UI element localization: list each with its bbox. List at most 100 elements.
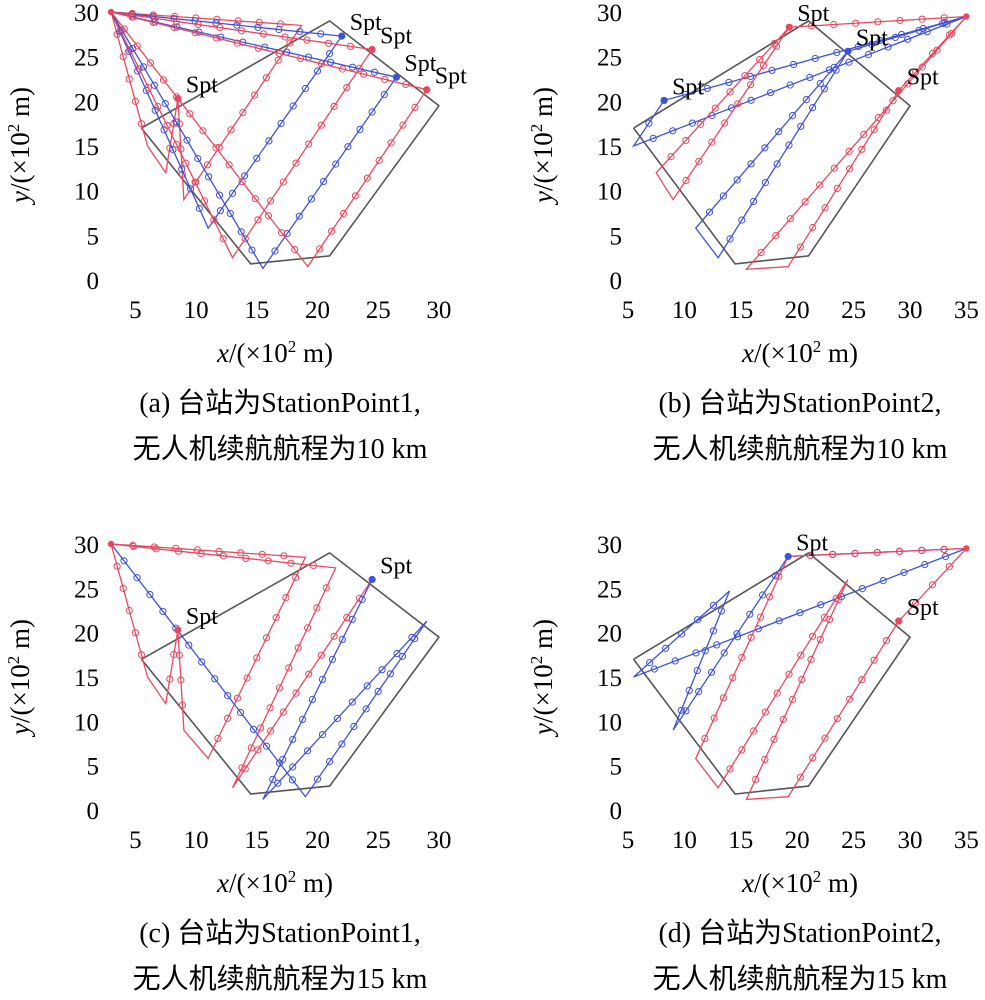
waypoint-marker xyxy=(313,67,322,75)
y-tick-label: 15 xyxy=(74,134,99,161)
waypoint-marker xyxy=(726,88,734,96)
spt-point xyxy=(392,73,401,81)
waypoint-marker xyxy=(750,197,758,205)
waypoint-marker xyxy=(789,112,797,120)
waypoint-marker xyxy=(226,209,234,217)
waypoint-marker xyxy=(237,549,245,557)
waypoint-marker xyxy=(131,629,139,637)
waypoint-marker xyxy=(253,654,261,662)
waypoint-marker xyxy=(296,55,305,63)
waypoint-marker xyxy=(348,63,357,71)
waypoint-marker xyxy=(685,686,693,695)
waypoint-marker xyxy=(265,137,273,145)
waypoint-marker xyxy=(798,675,806,684)
waypoint-marker xyxy=(225,161,233,169)
y-tick-label: 30 xyxy=(74,0,99,27)
waypoint-marker xyxy=(237,228,245,236)
flight-path xyxy=(110,11,398,270)
y-tick-label: 30 xyxy=(74,532,99,559)
waypoint-marker xyxy=(761,144,769,152)
waypoint-marker xyxy=(797,651,805,659)
waypoint-marker xyxy=(163,121,171,130)
waypoint-marker xyxy=(833,184,841,192)
waypoint-marker xyxy=(870,656,878,664)
waypoint-marker xyxy=(144,84,152,92)
waypoint-marker xyxy=(146,590,154,599)
waypoint-marker xyxy=(682,707,690,715)
waypoint-marker xyxy=(216,207,224,215)
waypoint-marker xyxy=(279,708,287,716)
waypoint-marker xyxy=(809,632,817,640)
waypoint-marker xyxy=(150,543,158,551)
spt-label: Spt xyxy=(435,64,467,90)
y-tick-label: 10 xyxy=(74,179,99,206)
waypoint-marker xyxy=(386,670,394,678)
waypoint-marker xyxy=(172,118,180,126)
waypoint-marker xyxy=(671,657,679,665)
waypoint-marker xyxy=(140,63,148,71)
y-tick-label: 15 xyxy=(597,665,622,692)
waypoint-marker xyxy=(287,559,295,567)
waypoint-marker xyxy=(317,651,325,659)
waypoint-marker xyxy=(807,22,816,30)
spt-label: Spt xyxy=(856,25,888,51)
waypoint-marker xyxy=(234,17,242,25)
station-point xyxy=(963,13,970,20)
spt-label: Spt xyxy=(404,51,436,77)
waypoint-marker xyxy=(327,58,335,66)
waypoint-marker xyxy=(262,74,270,82)
waypoint-marker xyxy=(195,204,203,213)
waypoint-marker xyxy=(772,42,781,50)
waypoint-marker xyxy=(241,765,249,773)
waypoint-marker xyxy=(402,80,410,89)
waypoint-marker xyxy=(175,651,183,659)
waypoint-marker xyxy=(216,24,224,32)
waypoint-marker xyxy=(129,542,138,551)
y-tick-label: 5 xyxy=(87,223,100,250)
y-tick-label: 20 xyxy=(74,89,99,116)
x-tick-label: 15 xyxy=(728,297,753,324)
y-tick-label: 5 xyxy=(610,754,623,781)
station-point xyxy=(107,540,115,548)
flight-path xyxy=(111,543,373,789)
waypoint-marker xyxy=(296,28,304,36)
waypoint-marker xyxy=(344,143,352,151)
flight-path xyxy=(631,15,967,148)
spt-point xyxy=(174,626,182,634)
waypoint-marker xyxy=(734,633,742,641)
waypoint-marker xyxy=(210,216,218,224)
waypoint-marker xyxy=(921,560,929,569)
waypoint-marker xyxy=(717,607,726,615)
waypoint-marker xyxy=(820,85,829,93)
y-tick-label: 0 xyxy=(610,268,623,295)
waypoint-marker xyxy=(873,548,881,557)
waypoint-marker xyxy=(125,606,133,615)
flight-path xyxy=(111,11,303,202)
waypoint-marker xyxy=(131,97,139,105)
waypoint-marker xyxy=(348,698,356,706)
waypoint-marker xyxy=(809,104,817,112)
waypoint-marker xyxy=(304,747,312,755)
y-axis-label: y/(×102 m) xyxy=(527,87,558,206)
waypoint-marker xyxy=(320,177,328,186)
station-point xyxy=(963,545,970,552)
waypoint-marker xyxy=(262,634,271,642)
waypoint-marker xyxy=(339,65,347,73)
x-axis-label: x/(×102 m) xyxy=(741,867,858,898)
waypoint-marker xyxy=(233,21,241,29)
x-tick-label: 35 xyxy=(954,827,979,854)
waypoint-marker xyxy=(928,49,937,58)
waypoint-marker xyxy=(738,653,746,662)
waypoint-marker xyxy=(257,724,265,732)
waypoint-marker xyxy=(858,585,867,593)
waypoint-marker xyxy=(846,165,854,173)
waypoint-marker xyxy=(864,51,873,59)
waypoint-marker xyxy=(904,80,912,88)
waypoint-marker xyxy=(249,725,258,733)
waypoint-marker xyxy=(846,695,854,703)
waypoint-marker xyxy=(775,128,783,136)
waypoint-marker xyxy=(215,547,223,556)
waypoint-marker xyxy=(328,655,336,664)
waypoint-marker xyxy=(211,675,219,683)
